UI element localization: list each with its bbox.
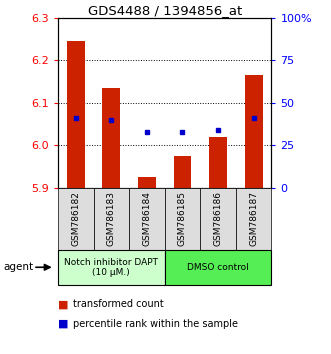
Bar — [67, 41, 85, 188]
Text: GSM786187: GSM786187 — [249, 191, 258, 246]
Text: GSM786184: GSM786184 — [142, 191, 151, 246]
Text: ■: ■ — [58, 299, 69, 309]
Text: transformed count: transformed count — [73, 299, 164, 309]
Bar — [138, 177, 156, 188]
Bar — [102, 88, 120, 188]
Text: ■: ■ — [58, 319, 69, 329]
Text: DMSO control: DMSO control — [187, 263, 249, 272]
Text: GSM786185: GSM786185 — [178, 191, 187, 246]
Title: GDS4488 / 1394856_at: GDS4488 / 1394856_at — [87, 4, 242, 17]
Text: GSM786183: GSM786183 — [107, 191, 116, 246]
Text: agent: agent — [3, 262, 33, 272]
Bar — [173, 156, 191, 188]
Text: percentile rank within the sample: percentile rank within the sample — [73, 319, 238, 329]
Text: Notch inhibitor DAPT
(10 μM.): Notch inhibitor DAPT (10 μM.) — [64, 258, 158, 277]
Bar — [209, 137, 227, 188]
Text: GSM786182: GSM786182 — [71, 191, 80, 246]
Text: GSM786186: GSM786186 — [213, 191, 222, 246]
Bar — [245, 75, 262, 188]
